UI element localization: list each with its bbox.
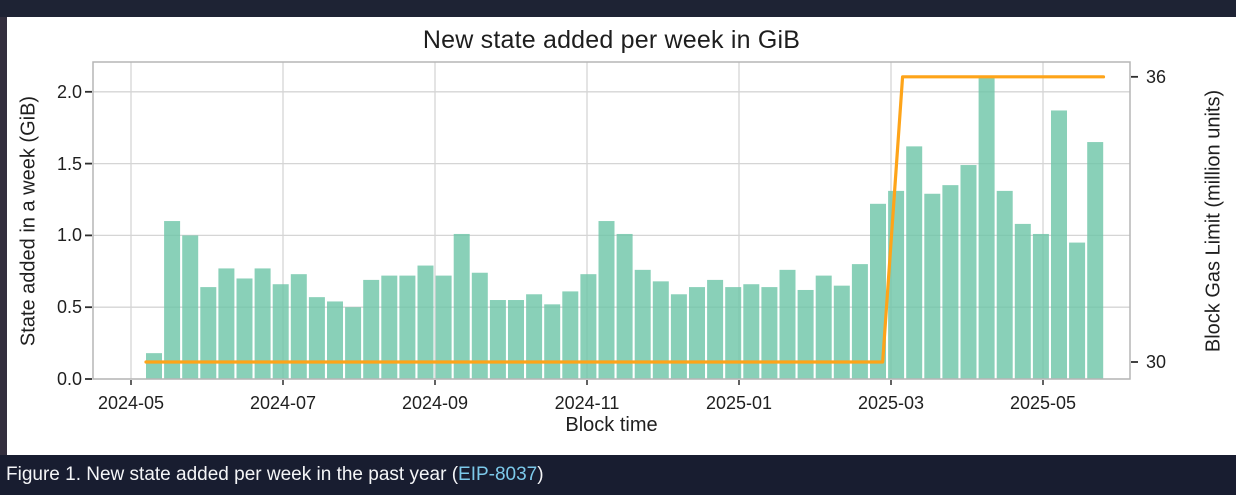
state-added-bar	[1051, 110, 1067, 379]
page-left-edge	[0, 17, 7, 455]
x-tick-label: 2025-05	[1009, 393, 1077, 413]
state-added-bar	[489, 300, 506, 379]
plot-border	[92, 61, 1131, 380]
state-added-bar	[471, 272, 488, 379]
x-tick-label: 2024-09	[401, 393, 469, 413]
gas-limit-line	[144, 75, 1106, 364]
state-added-bar	[146, 353, 162, 379]
window-top-bar	[0, 0, 1236, 17]
state-added-bar	[254, 268, 271, 379]
state-added-bar	[1014, 223, 1031, 379]
state-added-bar	[562, 291, 579, 379]
state-added-bar	[508, 300, 524, 379]
y-axis-label-right: Block Gas Limit (million units)	[1202, 89, 1225, 353]
state-added-bar	[435, 275, 452, 379]
state-added-bar	[707, 279, 724, 379]
state-added-bar	[634, 269, 651, 379]
state-added-bar	[761, 287, 778, 379]
state-added-bar	[417, 265, 434, 379]
figure-caption: Figure 1. New state added per week in th…	[0, 455, 1236, 495]
state-added-bar	[544, 304, 561, 379]
state-added-bar	[598, 221, 615, 379]
state-added-bar	[851, 264, 868, 379]
chart-title: New state added per week in GiB	[422, 26, 801, 54]
state-added-bar	[1087, 142, 1104, 379]
y-left-tick-label: 0.0	[56, 369, 82, 389]
state-added-bar	[616, 233, 633, 379]
state-added-bar	[218, 268, 235, 379]
state-added-bar	[363, 279, 380, 379]
state-added-bar	[526, 294, 543, 379]
state-added-bar	[743, 284, 760, 379]
caption-close-paren: )	[537, 464, 544, 485]
state-added-bar	[1069, 242, 1086, 379]
state-added-bar	[164, 221, 181, 379]
state-added-bar	[924, 193, 941, 379]
eip-8037-link[interactable]: EIP-8037	[458, 464, 538, 485]
state-added-bar	[399, 275, 416, 379]
state-added-bar	[453, 233, 470, 379]
state-added-bar	[327, 301, 343, 379]
state-added-bar	[906, 146, 923, 379]
x-tick-label: 2024-11	[554, 393, 620, 413]
state-added-bar	[833, 285, 850, 379]
state-added-bar	[236, 278, 253, 379]
state-added-bar	[942, 185, 959, 379]
state-added-bar	[290, 274, 307, 379]
y-left-tick-label: 2.0	[56, 81, 82, 102]
y-left-tick-label: 1.5	[56, 153, 82, 174]
state-added-bar	[815, 275, 832, 379]
state-added-bar	[996, 190, 1013, 379]
x-tick-label: 2025-01	[705, 393, 773, 413]
state-added-bar	[182, 235, 199, 379]
state-added-bar	[580, 274, 597, 379]
state-added-bar	[652, 281, 669, 379]
y-right-tick-label: 30	[1146, 352, 1167, 372]
caption-text: Figure 1. New state added per week in th…	[6, 464, 459, 485]
plot-canvas	[85, 61, 1138, 385]
state-added-bar	[1032, 233, 1049, 379]
x-tick-label: 2024-07	[249, 393, 317, 413]
y-left-tick-label: 1.0	[56, 225, 82, 246]
state-added-bar	[870, 203, 886, 379]
state-added-bar	[381, 275, 398, 379]
state-added-bar	[779, 269, 796, 379]
x-axis-label: Block time	[565, 414, 658, 436]
state-added-bar	[888, 190, 905, 379]
y-right-tick-label: 36	[1146, 66, 1167, 87]
state-added-bar	[308, 297, 325, 379]
state-added-bar	[345, 307, 362, 379]
state-added-bar	[272, 284, 289, 379]
state-added-bar	[960, 165, 977, 379]
x-tick-label: 2025-03	[857, 393, 925, 413]
x-tick-label: 2024-05	[97, 393, 165, 413]
state-added-bar	[689, 287, 705, 379]
state-added-bar	[200, 287, 217, 379]
y-left-tick-label: 0.5	[56, 297, 82, 318]
state-added-bar	[725, 287, 742, 379]
state-added-bar	[797, 289, 814, 379]
state-added-bar	[670, 294, 687, 379]
state-added-bar	[978, 77, 995, 379]
